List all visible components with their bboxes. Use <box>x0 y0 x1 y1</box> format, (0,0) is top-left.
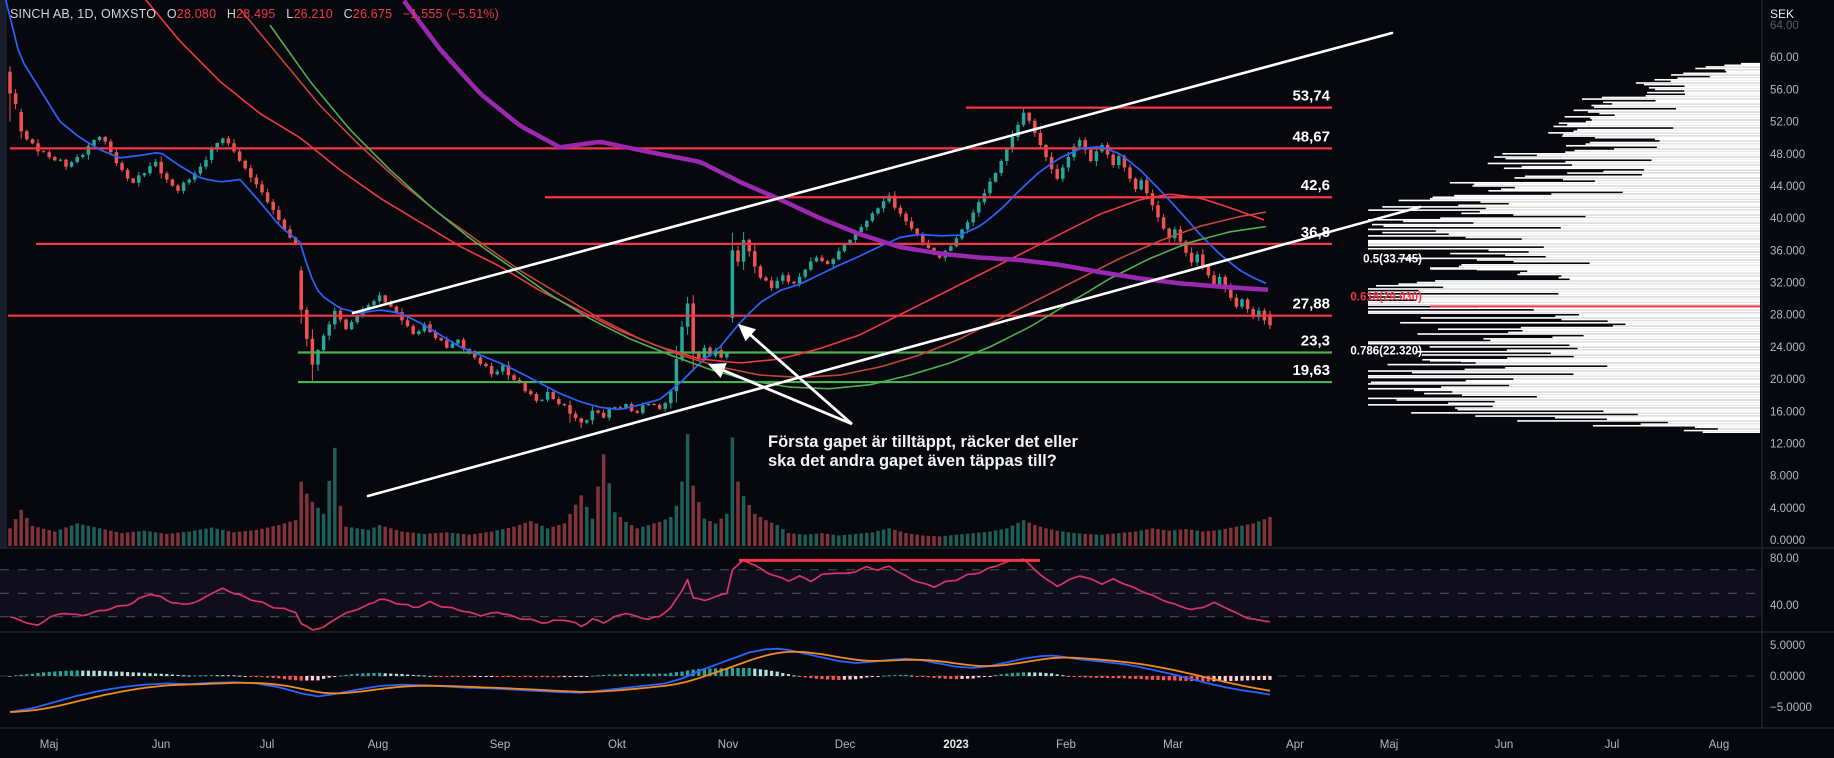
arrowhead-icon <box>708 363 727 378</box>
price-tick-0.0000: 0.0000 <box>1770 535 1805 547</box>
trendline-lower-channel[interactable] <box>366 205 1422 498</box>
gap-annotation-line2: ska det andra gapet även täppas till? <box>768 452 1057 470</box>
macd-tick-5.0000: 5.0000 <box>1770 640 1805 652</box>
ma-green[interactable] <box>269 24 1267 390</box>
price-tick-4.0000: 4.0000 <box>1770 503 1805 515</box>
time-tick-Okt: Okt <box>608 739 627 751</box>
price-tick-44.000: 44.000 <box>1770 181 1805 193</box>
price-tick-60.00: 60.00 <box>1770 52 1799 64</box>
macd-pane[interactable] <box>8 647 1272 713</box>
fib-label-0.618(29.030): 0.618(29.030) <box>1350 291 1422 303</box>
time-tick-Sep: Sep <box>490 739 510 751</box>
time-tick-Aug: Aug <box>1709 739 1729 751</box>
time-tick-Feb: Feb <box>1056 739 1076 751</box>
annotation-arrow-1[interactable] <box>738 324 853 426</box>
macd-tick-0.0000: 0.0000 <box>1770 671 1805 683</box>
ma-red[interactable] <box>100 0 1265 364</box>
high-value: 28.495 <box>236 7 276 21</box>
time-tick-Maj: Maj <box>40 739 59 751</box>
close-value: 26.675 <box>352 7 393 21</box>
time-tick-Nov: Nov <box>718 739 739 751</box>
price-tick-56.00: 56.00 <box>1770 84 1799 96</box>
arrowhead-icon <box>738 324 757 342</box>
symbol-title[interactable]: SINCH AB, 1D, OMXSTO <box>10 7 157 21</box>
left-pane-edge <box>0 0 7 548</box>
fib-label-0.5(33.745): 0.5(33.745) <box>1363 253 1422 265</box>
macd-tick-−5.0000: −5.0000 <box>1770 702 1812 714</box>
gap-annotation[interactable]: Första gapet är tilltäppt, räcker det el… <box>768 433 1078 471</box>
price-tick-20.000: 20.000 <box>1770 374 1805 386</box>
price-tick-64.00: 64.00 <box>1770 20 1799 32</box>
rsi-pane[interactable] <box>9 558 1271 631</box>
level-label-48,67: 48,67 <box>1292 128 1330 145</box>
rsi-line <box>9 558 1271 631</box>
low-value: 26.210 <box>293 7 333 21</box>
time-tick-Dec: Dec <box>835 739 856 751</box>
price-tick-24.000: 24.000 <box>1770 342 1805 354</box>
low-label: L <box>286 7 294 21</box>
currency-label: SEK <box>1770 7 1794 21</box>
time-tick-Apr: Apr <box>1286 739 1304 751</box>
high-label: H <box>226 7 237 21</box>
macd-signal-line <box>9 650 1271 713</box>
time-tick-2023: 2023 <box>943 739 969 751</box>
price-tick-32.000: 32.000 <box>1770 278 1805 290</box>
open-label: O <box>166 7 177 21</box>
price-tick-52.00: 52.00 <box>1770 117 1799 129</box>
close-label: C <box>343 7 353 21</box>
ma-blue[interactable] <box>0 0 1267 411</box>
rsi-tick-40.00: 40.00 <box>1770 600 1799 612</box>
ma-purple[interactable] <box>402 0 1269 293</box>
level-label-53,74: 53,74 <box>1292 88 1330 105</box>
open-value: 28.080 <box>176 7 217 21</box>
time-tick-Jun: Jun <box>1495 739 1514 751</box>
level-label-23,3: 23,3 <box>1301 333 1330 350</box>
time-tick-Jul: Jul <box>260 739 275 751</box>
level-label-19,63: 19,63 <box>1292 362 1330 379</box>
time-axis[interactable]: Maj Jun Jul Aug Sep Okt Nov Dec 2023 Feb Mar Apr Maj… <box>40 739 1730 751</box>
change-value: −1.555 (−5.51%) <box>402 7 500 21</box>
volume-profile <box>1368 62 1760 433</box>
gap-annotation-line1: Första gapet är tilltäppt, räcker det el… <box>768 433 1078 451</box>
time-tick-Aug: Aug <box>368 739 388 751</box>
price-tick-28.000: 28.000 <box>1770 310 1805 322</box>
fib-label-0.786(22.320): 0.786(22.320) <box>1350 345 1422 357</box>
time-tick-Mar: Mar <box>1163 739 1183 751</box>
price-tick-8.000: 8.000 <box>1770 471 1799 483</box>
price-tick-12.000: 12.000 <box>1770 438 1805 450</box>
annotation-arrow-2[interactable] <box>708 363 853 426</box>
trendline-upper-channel[interactable] <box>351 31 1394 315</box>
fib-retracement[interactable]: 0.5(33.745) 0.618(29.030) 0.786(22.320) <box>1350 253 1760 362</box>
time-tick-Maj: Maj <box>1380 739 1399 751</box>
price-tick-40.000: 40.000 <box>1770 213 1805 225</box>
price-tick-36.000: 36.000 <box>1770 245 1805 257</box>
time-tick-Jul: Jul <box>1605 739 1620 751</box>
level-label-27,88: 27,88 <box>1292 296 1330 313</box>
rsi-tick-80.00: 80.00 <box>1770 553 1799 565</box>
volume-bars <box>8 434 1272 546</box>
time-tick-Jun: Jun <box>152 739 171 751</box>
price-tick-16.000: 16.000 <box>1770 406 1805 418</box>
symbol-header[interactable]: SINCH AB, 1D, OMXSTO O28.080 H28.495 L26… <box>10 7 499 21</box>
price-tick-48.000: 48.000 <box>1770 149 1805 161</box>
level-label-42,6: 42,6 <box>1301 177 1330 194</box>
